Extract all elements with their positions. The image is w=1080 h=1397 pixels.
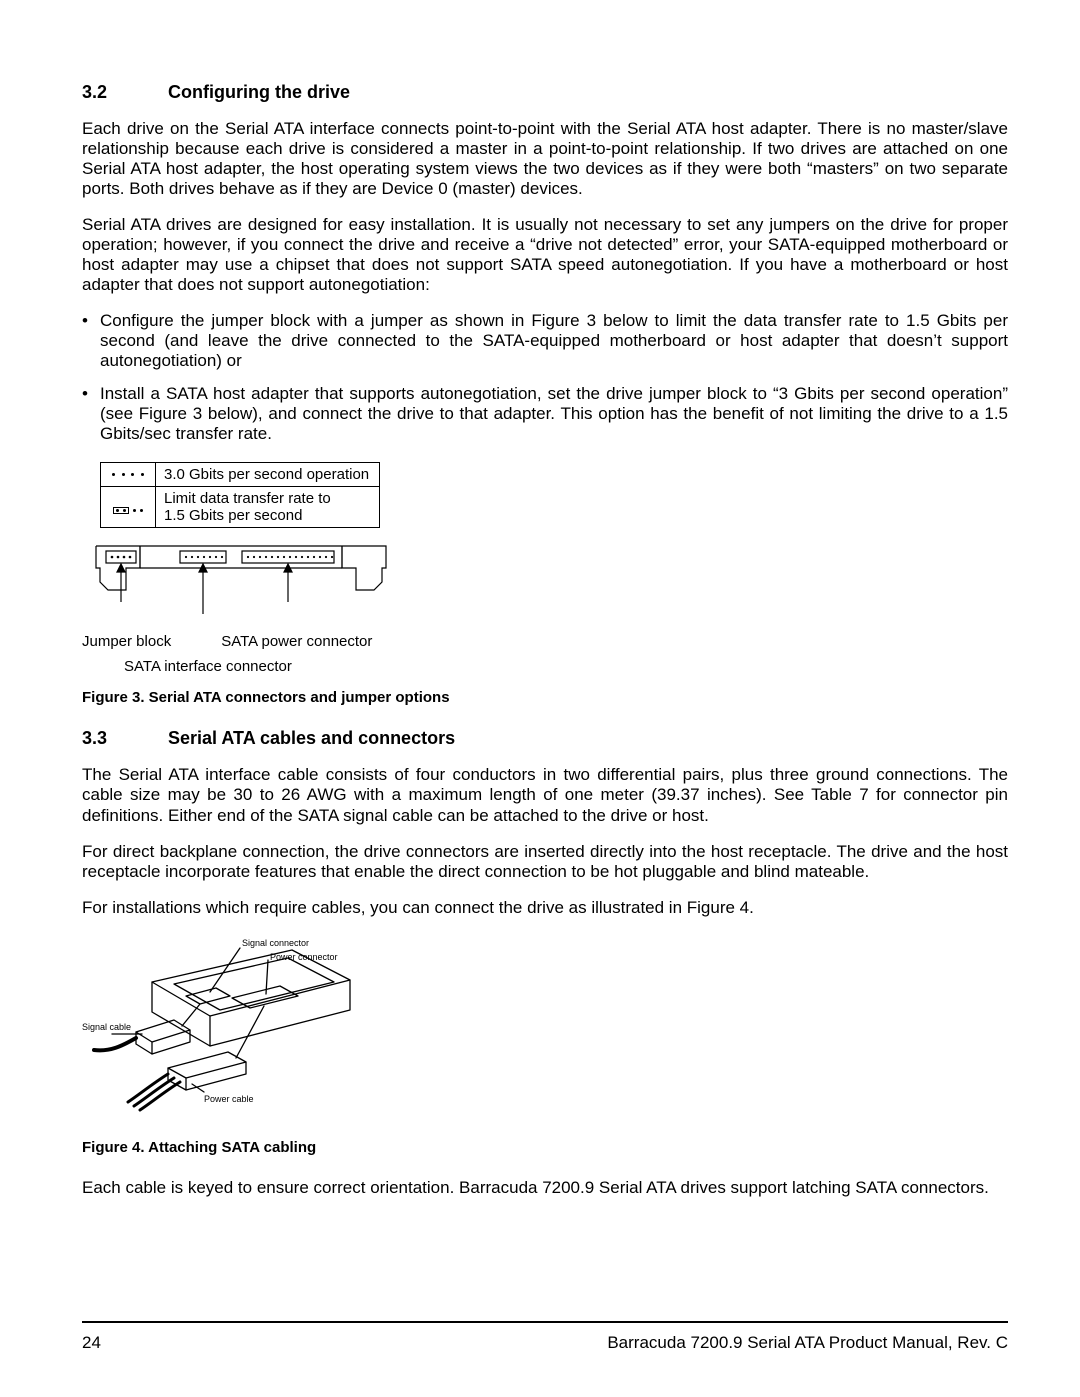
jumper-option-label: Limit data transfer rate to 1.5 Gbits pe…	[156, 486, 380, 528]
pins-all-open-icon	[101, 462, 156, 486]
paragraph: Each drive on the Serial ATA interface c…	[82, 119, 1008, 199]
paragraph: The Serial ATA interface cable consists …	[82, 765, 1008, 825]
footer-title: Barracuda 7200.9 Serial ATA Product Manu…	[607, 1333, 1008, 1353]
bullet-item: Configure the jumper block with a jumper…	[82, 311, 1008, 371]
text-line: 1.5 Gbits per second	[164, 507, 302, 524]
label: Power cable	[204, 1094, 254, 1104]
section-number: 3.2	[82, 82, 168, 103]
jumper-option-label: 3.0 Gbits per second operation	[156, 462, 380, 486]
jumper-options-table: 3.0 Gbits per second operation Limit dat…	[100, 462, 380, 529]
sata-connector-outline-icon	[92, 542, 390, 622]
paragraph: Each cable is keyed to ensure correct or…	[82, 1178, 1008, 1198]
figure-3-labels: Jumper block SATA power connector SATA i…	[82, 633, 382, 675]
section-3-2-heading: 3.2Configuring the drive	[82, 82, 1008, 103]
section-title: Configuring the drive	[168, 82, 350, 102]
paragraph: For installations which require cables, …	[82, 898, 1008, 918]
bullet-item: Install a SATA host adapter that support…	[82, 384, 1008, 444]
page-number: 24	[82, 1333, 101, 1353]
pins-jumpered-icon	[101, 486, 156, 528]
figure-4-caption: Figure 4. Attaching SATA cabling	[82, 1139, 1008, 1156]
label: Signal connector	[242, 938, 309, 948]
bullet-list: Configure the jumper block with a jumper…	[82, 311, 1008, 443]
label: Power connector	[270, 952, 338, 962]
figure-3: 3.0 Gbits per second operation Limit dat…	[82, 462, 382, 676]
label: Signal cable	[82, 1022, 131, 1032]
paragraph: For direct backplane connection, the dri…	[82, 842, 1008, 882]
section-number: 3.3	[82, 728, 168, 749]
paragraph: Serial ATA drives are designed for easy …	[82, 215, 1008, 295]
text-line: Limit data transfer rate to	[164, 490, 331, 507]
figure-4: Signal connector Power connector Signal …	[82, 934, 362, 1114]
figure-3-caption: Figure 3. Serial ATA connectors and jump…	[82, 689, 1008, 706]
section-3-3-heading: 3.3Serial ATA cables and connectors	[82, 728, 1008, 749]
label: SATA power connector	[221, 633, 372, 650]
section-title: Serial ATA cables and connectors	[168, 728, 455, 748]
page-footer: 24 Barracuda 7200.9 Serial ATA Product M…	[82, 1321, 1008, 1353]
label: SATA interface connector	[124, 658, 382, 675]
label: Jumper block	[82, 633, 171, 650]
